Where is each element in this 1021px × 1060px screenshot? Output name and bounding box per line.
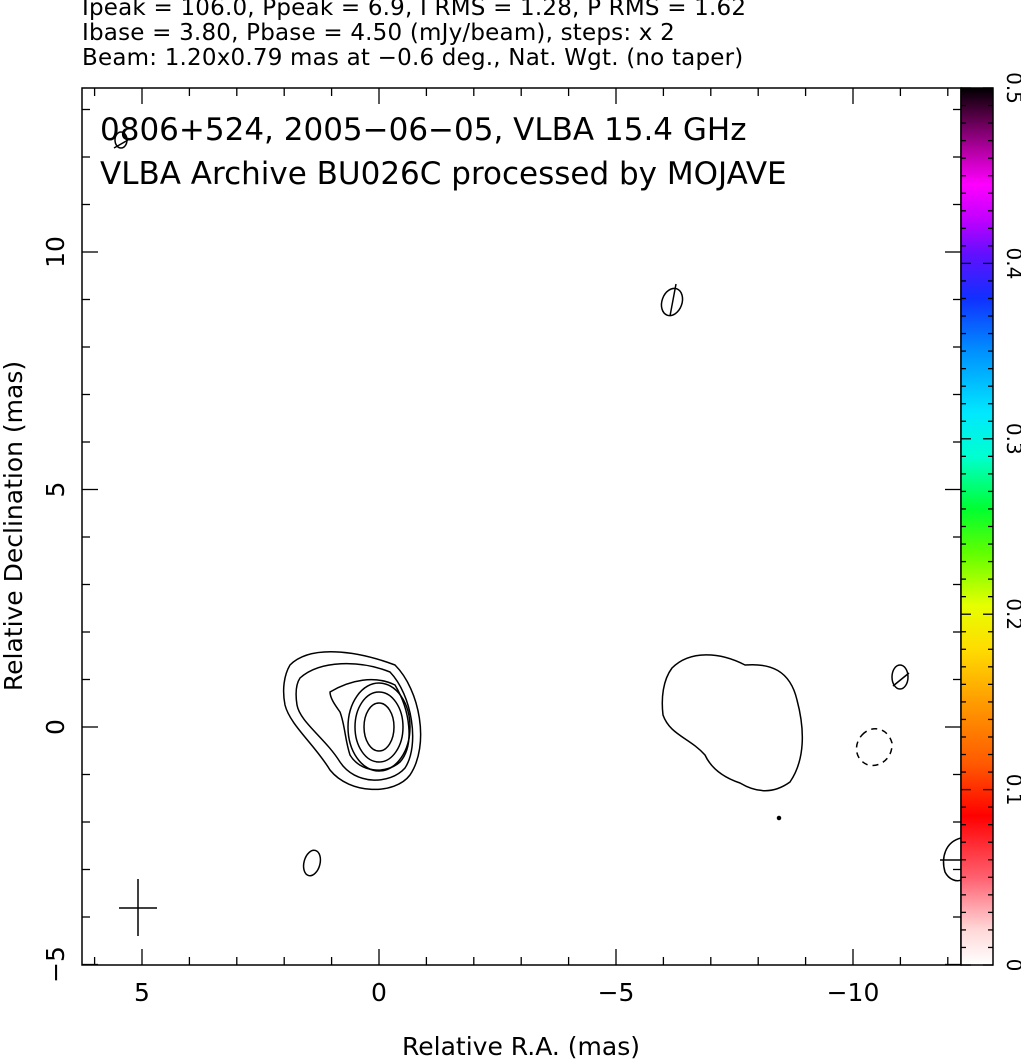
colorbar-tick-labels: 0 0.1 0.2 0.3 0.4 0.5 [1002,72,1021,971]
core-contour-4 [347,682,411,772]
y-tick-labels: −5 0 5 10 [41,236,70,983]
x-tick-label: 0 [371,978,387,1007]
axis-ticks [82,88,961,966]
noise-dot [776,815,782,821]
x-tick-label: −5 [598,978,635,1007]
colorbar-ticks [961,87,993,966]
jet-contour [661,654,804,792]
y-axis-label: Relative Declination (mas) [0,361,28,691]
y-tick-label: 10 [41,236,70,268]
header-line-3: Beam: 1.20x0.79 mas at −0.6 deg., Nat. W… [82,45,744,71]
core-contour-3 [329,678,410,771]
header-line-2: Ibase = 3.80, Pbase = 4.50 (mJy/beam), s… [82,20,675,46]
chart-title: 0806+524, 2005−06−05, VLBA 15.4 GHz [100,112,746,148]
x-tick-label: −10 [827,978,880,1007]
chart-subtitle: VLBA Archive BU026C processed by MOJAVE [100,156,787,192]
colorbar [960,87,994,966]
edge-contour [942,837,962,882]
plot-frame [81,87,962,966]
negative-contour [855,727,893,767]
colorbar-tick-label: 0 [1002,959,1021,972]
core-contours [282,651,422,791]
x-tick-label: 5 [134,978,150,1007]
noise-contour-2 [891,664,909,690]
colorbar-tick-label: 0.5 [1002,72,1021,104]
core-contour-1 [282,651,422,791]
x-tick-labels: 5 0 −5 −10 [134,978,879,1007]
noise-mark-1 [669,283,677,317]
beam-marker [119,879,157,936]
core-contour-6 [363,702,395,752]
colorbar-tick-label: 0.3 [1002,423,1021,455]
y-tick-label: 5 [41,482,70,498]
colorbar-tick-label: 0.1 [1002,774,1021,806]
jet-contours [113,131,962,882]
colorbar-tick-label: 0.4 [1002,247,1021,279]
colorbar-tick-label: 0.2 [1002,598,1021,630]
y-tick-label: −5 [41,946,70,983]
core-contour-5 [354,691,404,763]
noise-contour-1 [660,287,684,317]
noise-contour-3 [302,849,322,877]
core-contour-2 [295,662,414,781]
noise-mark-2 [892,672,910,687]
x-axis-label: Relative R.A. (mas) [402,1032,640,1060]
noise-mark-3 [113,139,129,149]
header-line-1: Ipeak = 106.0, Ppeak = 6.9, I RMS = 1.28… [82,0,747,21]
y-tick-label: 0 [41,719,70,735]
